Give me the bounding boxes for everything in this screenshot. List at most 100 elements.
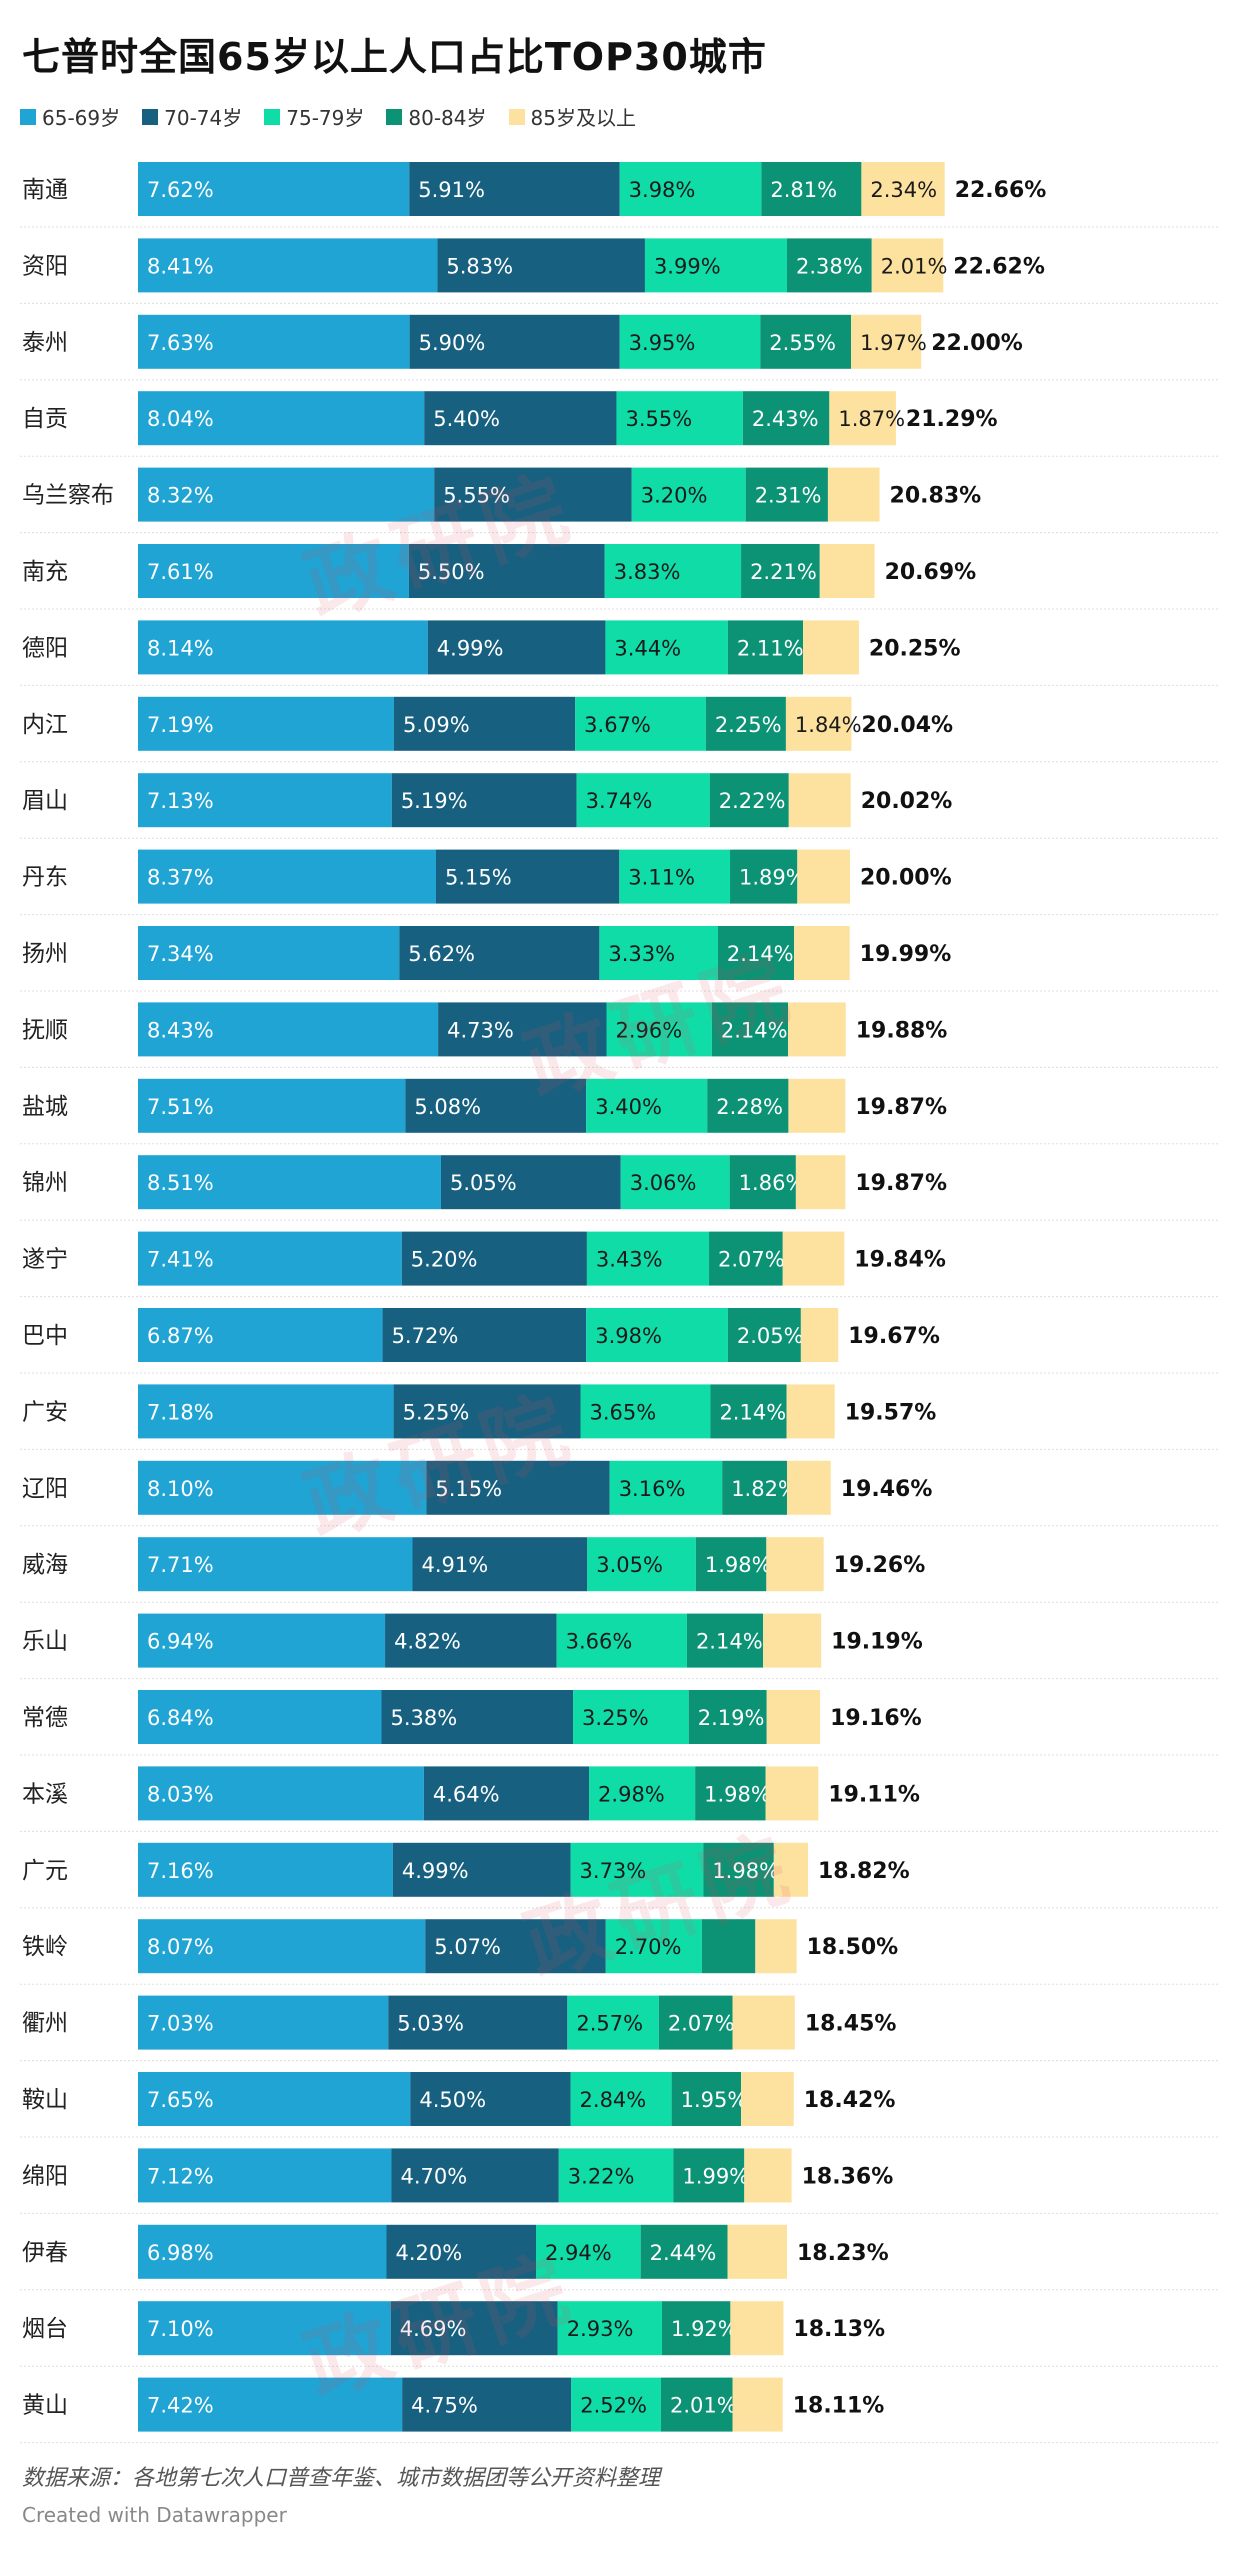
bar-segment [138,314,410,369]
bar-segment [393,1384,581,1439]
bar-segment [570,1842,704,1897]
bar-segment [785,696,852,751]
bar-segment [717,926,795,980]
segment-label: 3.25% [582,1706,649,1730]
total-label: 20.04% [861,713,953,738]
total-label: 21.29% [906,407,998,432]
bar-segment [576,773,710,828]
bar-segment [536,2224,641,2279]
bar-segment [556,1613,687,1668]
segment-label: 3.73% [580,1859,647,1883]
segment-label: 6.94% [147,1630,214,1654]
segment-label: 6.98% [147,2241,214,2265]
bar-segment [662,2301,731,2356]
category-label: 衢州 [22,2011,68,2037]
bar-segment [711,1002,789,1057]
segment-label: 3.16% [619,1477,686,1501]
segment-label: 2.01% [881,254,948,278]
segment-label: 3.43% [596,1248,663,1272]
legend-swatch [20,108,36,125]
category-label: 锦州 [22,1170,68,1196]
segment-label: 4.82% [394,1630,461,1654]
segment-label: 3.99% [654,254,721,278]
bar-segment [424,391,617,446]
segment-label: 5.83% [446,254,513,278]
bar-segment [673,2148,745,2203]
category-label: 内江 [22,712,68,738]
bar-segment [138,1919,426,1974]
bar-segment [695,1537,767,1592]
segment-label: 2.22% [719,789,786,813]
bar-segment [575,696,706,751]
legend-item-65-69: 65-69岁 [20,102,120,131]
bar-segment [760,314,852,369]
category-label: 广安 [22,1399,68,1425]
segment-label: 7.03% [147,2012,214,2036]
segment-label: 5.05% [450,1171,517,1195]
bar-segment [732,1995,795,2050]
segment-label: 7.34% [147,942,214,966]
bar-segment [405,1078,587,1133]
bar-segment [829,391,896,446]
bar-segment [765,1766,819,1821]
segment-label: 5.40% [433,407,500,431]
bar-segment [138,2148,392,2203]
bar-segment [138,1308,383,1362]
bar-segment [435,849,620,904]
bar-segment [797,849,850,904]
bar-segment [599,926,718,980]
category-label: 鞍山 [22,2087,68,2113]
bar-segment [819,544,875,598]
bar-segment [732,2377,783,2432]
bar-segment [138,926,400,980]
segment-label: 4.20% [395,2241,462,2265]
bar-segment [660,2377,733,2432]
bar-segment [573,1690,689,1744]
bar-segment [570,2072,672,2126]
bar-segment [766,1537,824,1592]
total-label: 20.02% [861,789,953,814]
segment-label: 3.11% [628,866,695,890]
segment-label: 2.57% [576,2012,643,2036]
bar-segment [619,162,762,216]
segment-label: 7.19% [147,713,214,737]
segment-label: 2.07% [718,1248,785,1272]
segment-label: 5.72% [392,1324,459,1348]
segment-label: 2.55% [769,331,836,355]
total-label: 20.25% [869,636,961,661]
category-label: 黄山 [22,2393,68,2419]
category-label: 辽阳 [22,1476,68,1502]
segment-label: 7.61% [147,560,214,584]
total-label: 19.84% [854,1248,946,1273]
bar-segment [393,696,576,751]
bar-segment [727,1308,801,1362]
bar-segment [786,1384,835,1439]
bar-segment [586,1308,728,1362]
segment-label: 3.22% [568,2164,635,2188]
total-label: 19.11% [828,1782,920,1807]
segment-label: 5.19% [401,789,468,813]
bar-segment [800,1308,839,1362]
total-label: 20.69% [885,560,977,585]
bar-segment [730,849,798,904]
bar-segment [803,620,859,675]
bar-segment [619,849,731,904]
bar-segment [138,1078,406,1133]
segment-label: 3.06% [630,1171,697,1195]
legend-label: 75-79岁 [286,106,365,130]
bar-segment [386,2224,537,2279]
segment-label: 2.52% [580,2394,647,2418]
segment-label: 5.50% [418,560,485,584]
bar-segment [423,1766,590,1821]
segment-label: 4.70% [400,2164,467,2188]
category-label: 德阳 [22,635,68,661]
segment-label: 2.34% [870,178,937,202]
segment-label: 4.69% [400,2317,467,2341]
segment-label: 7.12% [147,2164,214,2188]
segment-label: 7.13% [147,789,214,813]
total-label: 22.00% [931,331,1023,356]
bar-segment [437,238,645,293]
bar-segment [761,162,862,216]
segment-label: 5.62% [408,942,475,966]
segment-label: 3.74% [586,789,653,813]
